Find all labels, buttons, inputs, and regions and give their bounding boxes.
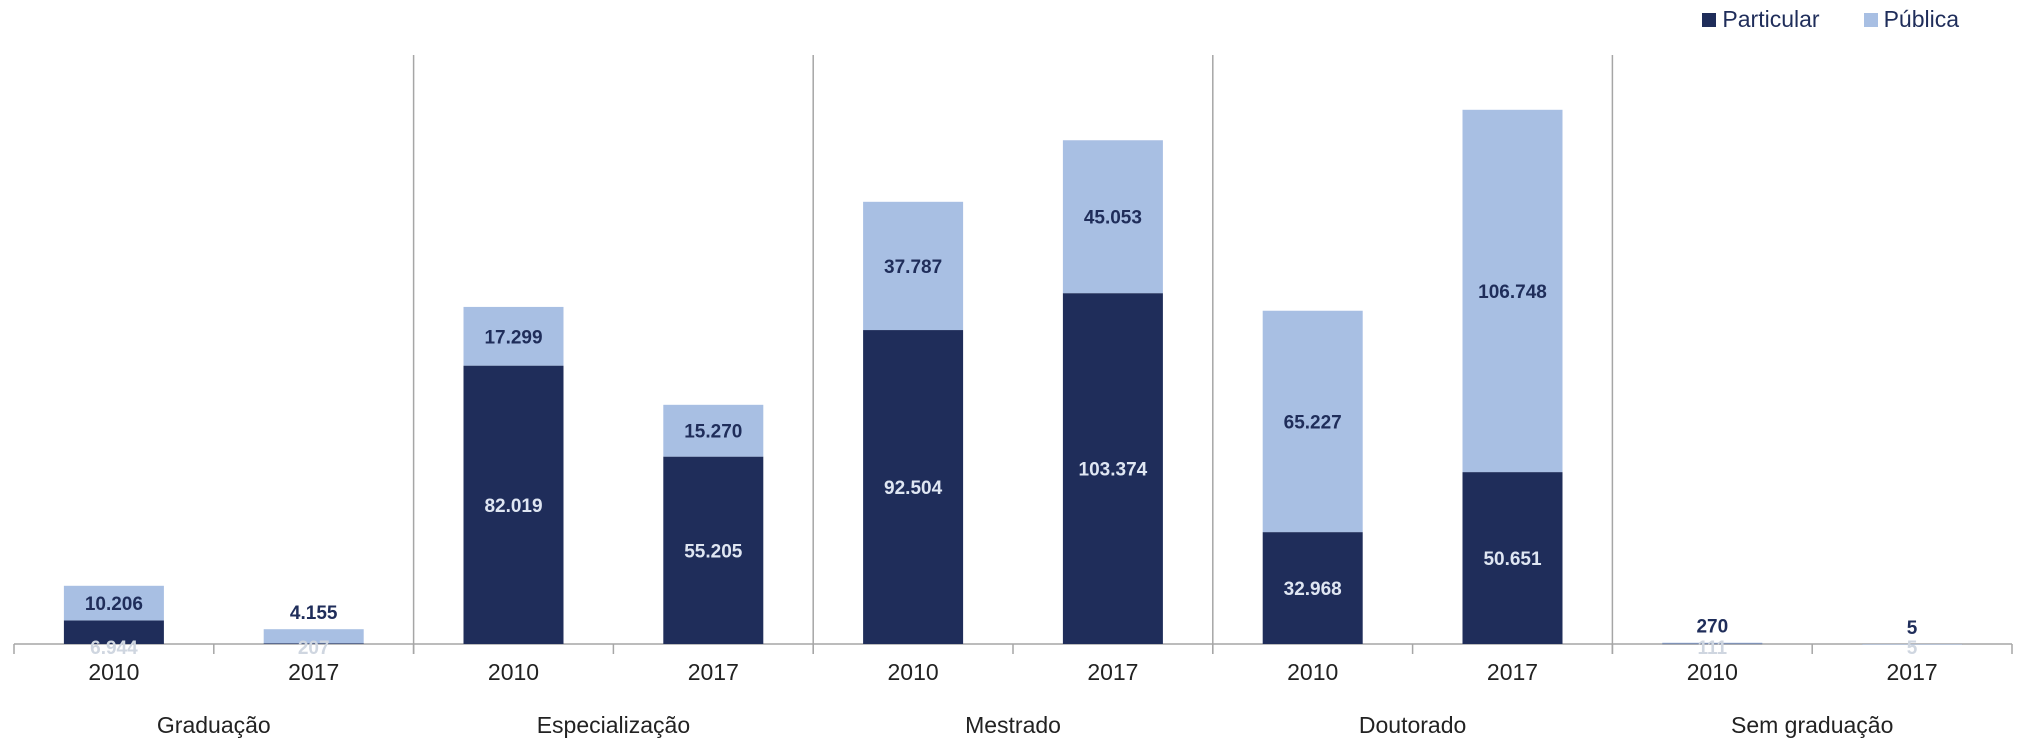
bar-particular-2-0 <box>863 330 964 644</box>
bar-particular-1-1 <box>663 456 764 644</box>
data-label: 92.504 <box>884 478 943 499</box>
bar-publica-4-0 <box>1662 642 1763 644</box>
x-tick-label: 2010 <box>1687 659 1738 685</box>
data-label: 207 <box>298 638 330 659</box>
data-label: 4.155 <box>290 603 338 624</box>
data-label: 106.748 <box>1478 282 1547 303</box>
bar-publica-3-1 <box>1462 109 1563 473</box>
x-tick-label: 2017 <box>688 659 739 685</box>
data-label: 50.651 <box>1483 549 1542 570</box>
x-tick-label: 2010 <box>88 659 139 685</box>
group-label: Doutorado <box>1359 712 1466 738</box>
bar-publica-0-0 <box>63 585 164 621</box>
group-label: Mestrado <box>965 712 1061 738</box>
group-label: Graduação <box>157 712 271 738</box>
data-label: 6.944 <box>90 638 138 659</box>
data-label: 103.374 <box>1079 460 1148 481</box>
data-label: 15.270 <box>684 422 742 443</box>
bar-particular-3-0 <box>1262 532 1363 644</box>
bar-particular-0-0 <box>63 620 164 644</box>
group-label: Sem graduação <box>1731 712 1893 738</box>
legend-swatch-publica <box>1863 12 1878 27</box>
legend: Particular Pública <box>1702 6 1959 33</box>
data-label: 45.053 <box>1084 208 1142 229</box>
data-label: 82.019 <box>484 496 542 517</box>
data-label: 10.206 <box>85 594 143 615</box>
data-label: 32.968 <box>1284 579 1342 600</box>
x-tick-label: 2010 <box>888 659 939 685</box>
data-label: 17.299 <box>484 327 542 348</box>
x-tick-label: 2010 <box>1287 659 1338 685</box>
x-tick-label: 2017 <box>288 659 339 685</box>
data-label: 111 <box>1697 638 1727 659</box>
bar-particular-3-1 <box>1462 472 1563 644</box>
bar-particular-1-0 <box>463 365 564 644</box>
legend-item-particular: Particular <box>1702 6 1820 33</box>
bar-particular-4-0 <box>1662 643 1763 645</box>
bar-particular-0-1 <box>263 643 364 644</box>
x-tick-label: 2010 <box>488 659 539 685</box>
legend-label-particular: Particular <box>1722 6 1820 32</box>
legend-swatch-particular <box>1702 12 1717 27</box>
group-label: Especialização <box>537 712 690 738</box>
legend-item-publica: Pública <box>1863 6 1959 33</box>
x-tick-label: 2017 <box>1087 659 1138 685</box>
x-tick-label: 2017 <box>1887 659 1938 685</box>
data-label: 270 <box>1696 617 1728 638</box>
bar-particular-2-1 <box>1062 293 1163 644</box>
bar-publica-2-0 <box>863 201 964 331</box>
data-label: 65.227 <box>1284 412 1342 433</box>
bar-publica-1-0 <box>463 306 564 366</box>
bar-publica-0-1 <box>263 629 364 644</box>
bar-publica-2-1 <box>1062 140 1163 294</box>
bar-publica-3-0 <box>1262 310 1363 533</box>
data-label: 5 <box>1907 618 1918 639</box>
x-tick-label: 2017 <box>1487 659 1538 685</box>
data-label: 5 <box>1907 638 1918 659</box>
data-label: 55.205 <box>684 541 743 562</box>
data-label: 37.787 <box>884 257 942 278</box>
legend-label-publica: Pública <box>1883 6 1959 32</box>
bar-publica-4-1 <box>1862 643 1963 645</box>
bar-publica-1-1 <box>663 404 764 457</box>
